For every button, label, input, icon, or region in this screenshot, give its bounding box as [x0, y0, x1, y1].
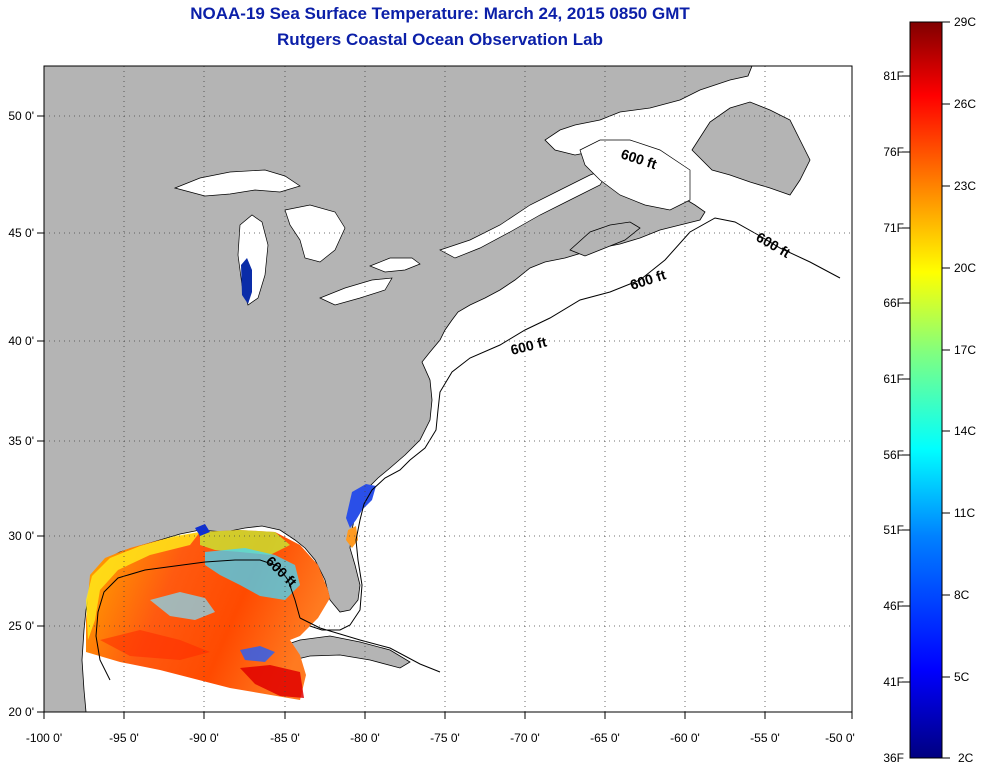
celsius-label: 29C — [954, 15, 976, 29]
celsius-label: 14C — [954, 424, 976, 438]
fahrenheit-label: 76F — [883, 145, 904, 159]
coastal-sst-streak — [346, 484, 376, 528]
fahrenheit-label: 66F — [883, 296, 904, 310]
fahrenheit-label: 71F — [883, 221, 904, 235]
lat-tick-label: 20 0' — [8, 705, 34, 719]
lon-tick-label: -95 0' — [109, 731, 139, 745]
lon-tick-label: -100 0' — [26, 731, 62, 745]
celsius-label: 5C — [954, 670, 970, 684]
lon-tick-label: -65 0' — [590, 731, 620, 745]
gulf-st-lawrence — [579, 139, 691, 211]
latitude-labels: 50 0' 45 0' 40 0' 35 0' 30 0' 25 0' 20 0… — [8, 109, 34, 719]
lon-tick-label: -90 0' — [189, 731, 219, 745]
fahrenheit-label: 56F — [883, 448, 904, 462]
lon-tick-label: -60 0' — [670, 731, 700, 745]
tick-marks — [37, 115, 853, 719]
celsius-label: 8C — [954, 588, 970, 602]
lake-superior — [173, 169, 301, 197]
fahrenheit-label: 81F — [883, 69, 904, 83]
coastal-sst-warm — [346, 526, 358, 548]
temperature-colorbar: 29C 26C 23C 20C 17C 14C 11C 8C 5C 2C 81F… — [883, 15, 976, 765]
lon-tick-label: -75 0' — [430, 731, 460, 745]
isobath-600ft-gulf — [95, 559, 301, 681]
lon-tick-label: -85 0' — [270, 731, 300, 745]
map-subtitle: Rutgers Coastal Ocean Observation Lab — [277, 30, 603, 49]
lon-tick-label: -80 0' — [350, 731, 380, 745]
isobath-600ft-gulf-east — [299, 617, 441, 673]
lat-tick-label: 25 0' — [8, 619, 34, 633]
map-title: NOAA-19 Sea Surface Temperature: March 2… — [190, 4, 690, 23]
newfoundland-island — [691, 101, 811, 196]
lon-tick-label: -70 0' — [510, 731, 540, 745]
fahrenheit-label: 36F — [883, 751, 904, 765]
sst-swath — [86, 524, 330, 700]
lat-tick-label: 45 0' — [8, 226, 34, 240]
colorbar-celsius-labels: 29C 26C 23C 20C 17C 14C 11C 8C 5C 2C — [954, 15, 976, 765]
celsius-label: 23C — [954, 179, 976, 193]
lake-erie — [319, 277, 393, 306]
lat-tick-label: 40 0' — [8, 334, 34, 348]
lake-ontario — [369, 257, 421, 273]
longitude-labels: -100 0' -95 0' -90 0' -85 0' -80 0' -75 … — [26, 731, 855, 745]
lake-huron — [284, 204, 346, 263]
lon-tick-label: -55 0' — [750, 731, 780, 745]
celsius-label: 17C — [954, 343, 976, 357]
colorbar-ticks — [902, 21, 950, 759]
celsius-label: 2C — [958, 751, 974, 765]
fahrenheit-label: 46F — [883, 599, 904, 613]
celsius-label: 11C — [954, 506, 975, 520]
celsius-label: 20C — [954, 261, 976, 275]
nova-scotia — [569, 221, 641, 257]
colorbar-gradient — [909, 21, 943, 759]
isobath-600ft-atlantic — [309, 217, 841, 631]
lat-tick-label: 50 0' — [8, 109, 34, 123]
colorbar-fahrenheit-labels: 81F 76F 71F 66F 61F 56F 51F 46F 41F 36F — [883, 69, 904, 765]
cuba-island — [269, 635, 411, 669]
fahrenheit-label: 41F — [883, 675, 904, 689]
lake-michigan-cold — [241, 258, 252, 304]
lon-tick-label: -50 0' — [825, 731, 855, 745]
lat-tick-label: 30 0' — [8, 529, 34, 543]
celsius-label: 26C — [954, 97, 976, 111]
lat-tick-label: 35 0' — [8, 434, 34, 448]
fahrenheit-label: 61F — [883, 372, 904, 386]
fahrenheit-label: 51F — [883, 523, 904, 537]
